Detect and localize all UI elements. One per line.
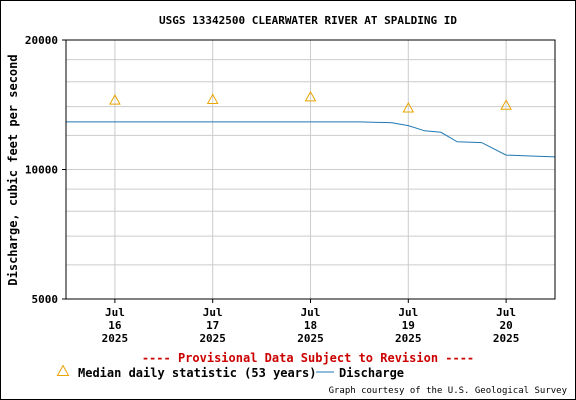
x-tick-label: Jul bbox=[398, 306, 418, 319]
x-tick-label: 2025 bbox=[493, 332, 520, 345]
legend-median-label: Median daily statistic (53 years) bbox=[78, 366, 316, 380]
x-tick-label: Jul bbox=[301, 306, 321, 319]
axes bbox=[62, 39, 556, 303]
median-triangle-point bbox=[500, 99, 512, 110]
y-axis-label: Discharge, cubic feet per second bbox=[6, 54, 20, 285]
x-tick-label: Jul bbox=[496, 306, 516, 319]
y-tick-label: 5000 bbox=[32, 293, 59, 306]
x-tick-label: 2025 bbox=[297, 332, 324, 345]
y-tick-label: 10000 bbox=[25, 164, 58, 177]
x-tick-label: Jul bbox=[203, 306, 223, 319]
x-tick-label: 16 bbox=[108, 319, 122, 332]
median-triangle-point bbox=[304, 90, 317, 102]
x-tick-label: 18 bbox=[304, 319, 317, 332]
legend: Median daily statistic (53 years) Discha… bbox=[56, 364, 404, 380]
median-triangle-point bbox=[402, 101, 415, 113]
x-tick-label: Jul bbox=[105, 306, 125, 319]
series-layer bbox=[66, 90, 556, 158]
chart-title: USGS 13342500 CLEARWATER RIVER AT SPALDI… bbox=[159, 14, 457, 27]
x-tick-label: 20 bbox=[499, 319, 512, 332]
median-triangle-point bbox=[206, 93, 219, 104]
x-tick-label: 2025 bbox=[199, 332, 226, 345]
x-tick-label: 17 bbox=[206, 319, 219, 332]
x-tick-label: 19 bbox=[402, 319, 415, 332]
median-triangle-point bbox=[109, 94, 121, 105]
x-tick-label: 2025 bbox=[102, 332, 129, 345]
x-tick-label: 2025 bbox=[395, 332, 422, 345]
tick-labels: 50001000020000Jul162025Jul172025Jul18202… bbox=[25, 34, 519, 345]
provisional-note: ---- Provisional Data Subject to Revisio… bbox=[142, 351, 474, 365]
legend-discharge-label: Discharge bbox=[339, 366, 404, 380]
y-tick-label: 20000 bbox=[25, 34, 58, 47]
credit-line: Graph courtesy of the U.S. Geological Su… bbox=[329, 386, 568, 396]
grid-lines bbox=[66, 39, 555, 300]
legend-median-triangle-icon bbox=[56, 364, 70, 376]
discharge-line bbox=[66, 121, 556, 158]
